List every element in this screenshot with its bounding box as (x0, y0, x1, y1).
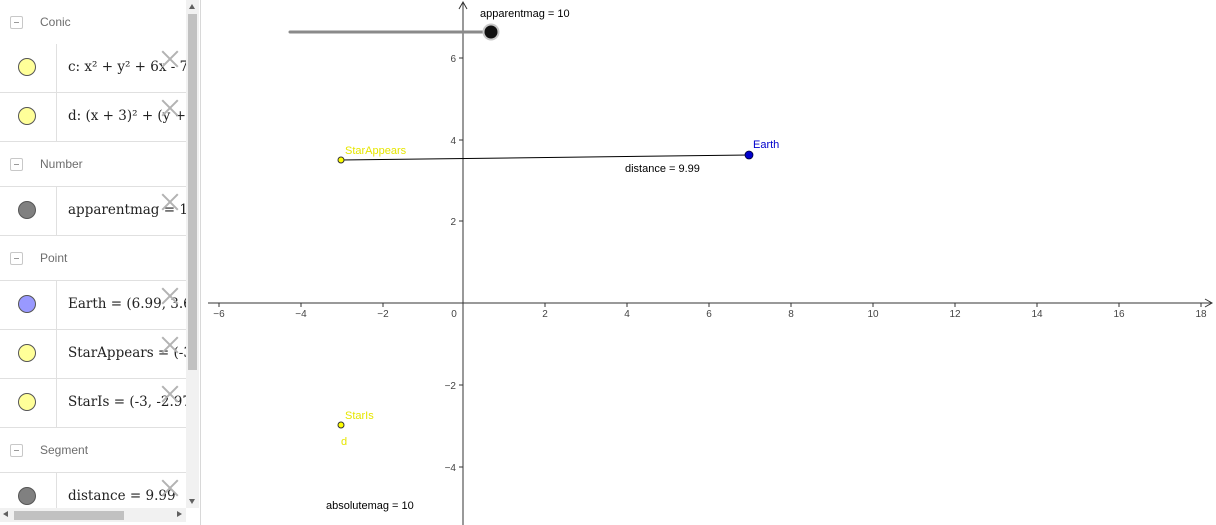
scroll-thumb[interactable] (188, 14, 197, 370)
distance-segment[interactable] (340, 154, 750, 161)
collapse-icon[interactable] (10, 16, 23, 29)
collapse-icon[interactable] (10, 444, 23, 457)
staris-sub-label: d (341, 436, 347, 448)
x-tick-label: 14 (1031, 309, 1043, 320)
delete-icon[interactable] (160, 335, 180, 355)
algebra-expression[interactable]: c: x² + y² + 6x - 7.0 (68, 59, 186, 75)
graphics-view[interactable]: −6 −4 −2 0 2 4 6 8 10 12 14 16 18 2 4 6 … (200, 0, 1216, 525)
algebra-row-earth[interactable]: Earth = (6.99, 3.63 (0, 281, 186, 330)
scroll-down-icon[interactable] (189, 499, 195, 504)
collapse-icon[interactable] (10, 158, 23, 171)
y-tick-labels: 2 4 6 −2 −4 (445, 54, 457, 474)
group-label: Segment (40, 443, 89, 457)
delete-icon[interactable] (160, 384, 180, 404)
algebra-expression[interactable]: StarIs = (-3, -2.97) (68, 394, 186, 410)
delete-icon[interactable] (160, 98, 180, 118)
scroll-thumb[interactable] (14, 511, 124, 520)
group-header-conic[interactable]: Conic (0, 0, 186, 45)
x-tick-label: 16 (1113, 309, 1125, 320)
y-tick-label: 4 (450, 136, 456, 147)
earth-label: Earth (753, 139, 779, 151)
visibility-toggle-icon[interactable] (18, 487, 36, 505)
delete-icon[interactable] (160, 49, 180, 69)
starappears-label: StarAppears (345, 145, 407, 157)
x-tick-label: −6 (213, 309, 225, 320)
algebra-expression[interactable]: d: (x + 3)² + (y + (68, 108, 186, 124)
algebra-expression[interactable]: apparentmag = 10 (68, 202, 186, 218)
slider-caption: apparentmag = 10 (480, 8, 570, 20)
x-ticks (218, 303, 1202, 307)
algebra-expression[interactable]: Earth = (6.99, 3.63 (68, 296, 186, 312)
algebra-row-c[interactable]: c: x² + y² + 6x - 7.0 (0, 44, 186, 93)
delete-icon[interactable] (160, 478, 180, 498)
scroll-right-icon[interactable] (177, 511, 182, 517)
starappears-point[interactable] (337, 156, 345, 164)
earth-point[interactable] (744, 150, 754, 160)
group-label: Number (40, 157, 83, 171)
algebra-expression[interactable]: distance = 9.99 (68, 488, 176, 504)
visibility-toggle-icon[interactable] (18, 58, 36, 76)
y-tick-label: −4 (445, 463, 457, 474)
vertical-scrollbar[interactable] (186, 0, 199, 508)
horizontal-scrollbar[interactable] (0, 508, 186, 522)
x-tick-label: −4 (295, 309, 307, 320)
x-tick-label: 4 (624, 309, 630, 320)
y-tick-label: 2 (450, 217, 456, 228)
x-tick-label: −2 (377, 309, 389, 320)
algebra-row-staris[interactable]: StarIs = (-3, -2.97) (0, 379, 186, 428)
delete-icon[interactable] (160, 286, 180, 306)
visibility-toggle-icon[interactable] (18, 295, 36, 313)
algebra-row-d[interactable]: d: (x + 3)² + (y + (0, 93, 186, 142)
algebra-expression[interactable]: StarAppears = (-3, (68, 345, 186, 361)
y-ticks (459, 57, 463, 468)
algebra-view: Conic c: x² + y² + 6x - 7.0 d: (x + 3)² … (0, 0, 201, 525)
x-tick-label: 8 (788, 309, 794, 320)
visibility-toggle-icon[interactable] (18, 393, 36, 411)
x-tick-label: 2 (542, 309, 548, 320)
staris-point[interactable] (337, 421, 345, 429)
collapse-icon[interactable] (10, 252, 23, 265)
x-tick-label: 10 (867, 309, 879, 320)
visibility-toggle-icon[interactable] (18, 344, 36, 362)
x-tick-label: 6 (706, 309, 712, 320)
algebra-row-apparentmag[interactable]: apparentmag = 10 (0, 187, 186, 236)
scroll-left-icon[interactable] (3, 511, 8, 517)
algebra-row-starappears[interactable]: StarAppears = (-3, (0, 330, 186, 379)
x-tick-label: 18 (1195, 309, 1207, 320)
group-label: Point (40, 251, 68, 265)
group-header-point[interactable]: Point (0, 236, 186, 281)
group-header-number[interactable]: Number (0, 142, 186, 187)
absolutemag-caption: absolutemag = 10 (326, 500, 414, 512)
y-axis-arrow-icon (458, 0, 468, 10)
scroll-up-icon[interactable] (189, 4, 195, 9)
x-tick-labels: −6 −4 −2 0 2 4 6 8 10 12 14 16 18 (213, 309, 1207, 320)
y-tick-label: −2 (445, 381, 457, 392)
visibility-toggle-icon[interactable] (18, 201, 36, 219)
slider-handle[interactable] (484, 25, 498, 39)
visibility-toggle-icon[interactable] (18, 107, 36, 125)
delete-icon[interactable] (160, 192, 180, 212)
group-header-segment[interactable]: Segment (0, 428, 186, 473)
distance-caption: distance = 9.99 (625, 163, 700, 175)
y-tick-label: 6 (450, 54, 456, 65)
x-axis-arrow-icon (1204, 298, 1214, 308)
algebra-row-distance[interactable]: distance = 9.99 (0, 473, 186, 508)
x-tick-label: 0 (451, 309, 457, 320)
graphics-canvas[interactable]: −6 −4 −2 0 2 4 6 8 10 12 14 16 18 2 4 6 … (200, 0, 1216, 525)
x-tick-label: 12 (949, 309, 961, 320)
group-label: Conic (40, 15, 71, 29)
algebra-list: Conic c: x² + y² + 6x - 7.0 d: (x + 3)² … (0, 0, 186, 508)
staris-label: StarIs (345, 410, 374, 422)
